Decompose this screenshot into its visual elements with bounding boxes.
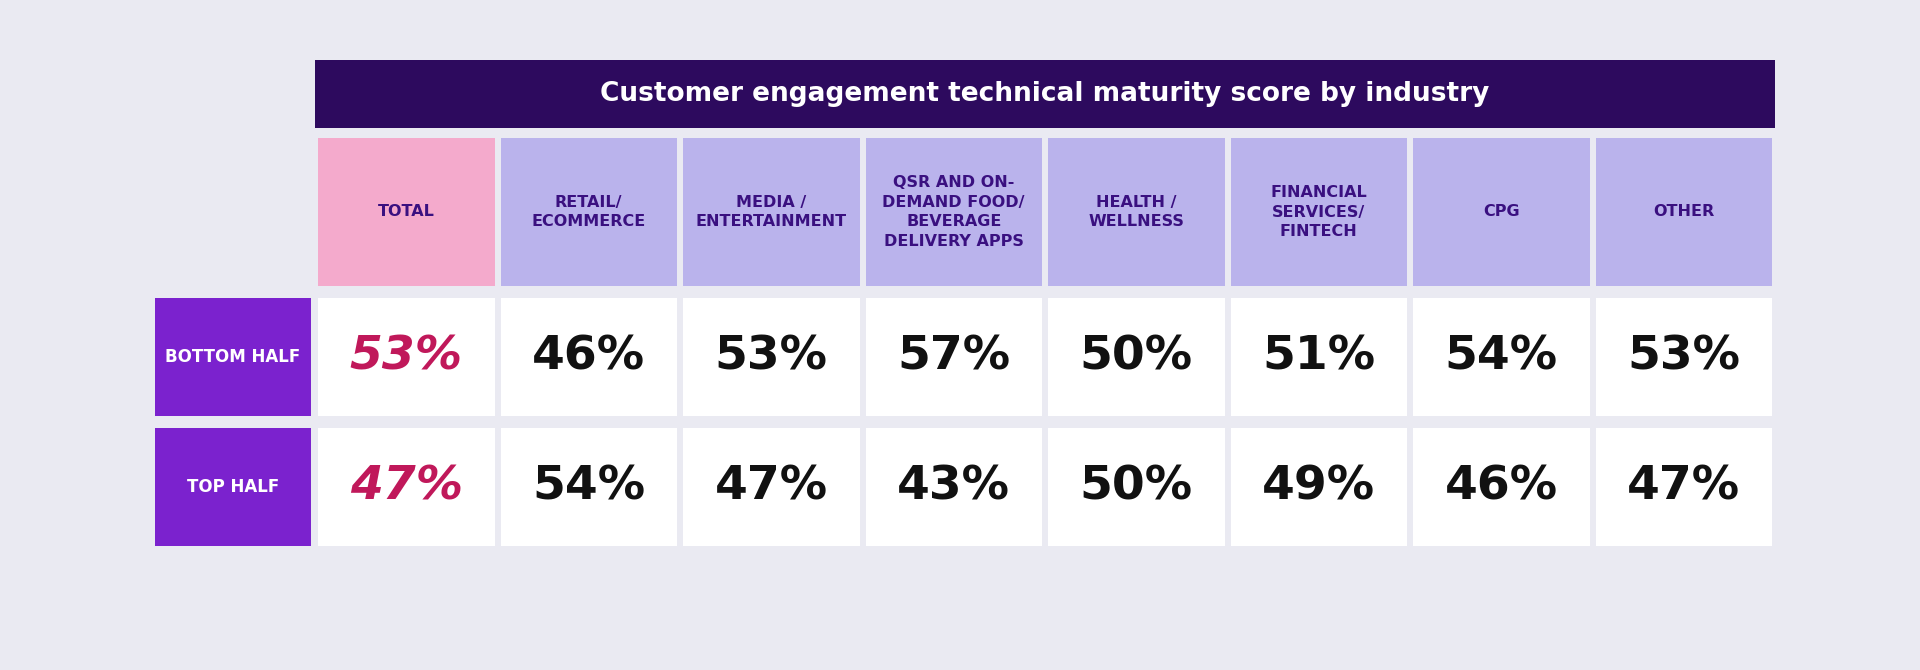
Text: RETAIL/
ECOMMERCE: RETAIL/ ECOMMERCE bbox=[532, 194, 645, 229]
Text: 53%: 53% bbox=[714, 334, 828, 379]
Text: BOTTOM HALF: BOTTOM HALF bbox=[165, 348, 301, 366]
FancyBboxPatch shape bbox=[1048, 138, 1225, 286]
Text: 49%: 49% bbox=[1261, 464, 1375, 509]
Text: QSR AND ON-
DEMAND FOOD/
BEVERAGE
DELIVERY APPS: QSR AND ON- DEMAND FOOD/ BEVERAGE DELIVE… bbox=[883, 175, 1025, 249]
FancyBboxPatch shape bbox=[684, 428, 860, 546]
FancyBboxPatch shape bbox=[1231, 298, 1407, 416]
Text: 51%: 51% bbox=[1261, 334, 1375, 379]
FancyBboxPatch shape bbox=[1048, 428, 1225, 546]
Text: FINANCIAL
SERVICES/
FINTECH: FINANCIAL SERVICES/ FINTECH bbox=[1271, 185, 1367, 239]
Text: Customer engagement technical maturity score by industry: Customer engagement technical maturity s… bbox=[601, 81, 1490, 107]
FancyBboxPatch shape bbox=[1231, 428, 1407, 546]
Text: TOTAL: TOTAL bbox=[378, 204, 434, 220]
Text: 54%: 54% bbox=[1444, 334, 1557, 379]
Text: TOP HALF: TOP HALF bbox=[186, 478, 278, 496]
FancyBboxPatch shape bbox=[1413, 138, 1590, 286]
Text: 53%: 53% bbox=[1628, 334, 1740, 379]
FancyBboxPatch shape bbox=[501, 428, 678, 546]
FancyBboxPatch shape bbox=[319, 298, 495, 416]
FancyBboxPatch shape bbox=[866, 138, 1043, 286]
Text: 47%: 47% bbox=[714, 464, 828, 509]
FancyBboxPatch shape bbox=[315, 60, 1774, 128]
FancyBboxPatch shape bbox=[1596, 428, 1772, 546]
Text: 53%: 53% bbox=[349, 334, 463, 379]
FancyBboxPatch shape bbox=[319, 428, 495, 546]
FancyBboxPatch shape bbox=[319, 138, 495, 286]
FancyBboxPatch shape bbox=[866, 428, 1043, 546]
FancyBboxPatch shape bbox=[684, 138, 860, 286]
FancyBboxPatch shape bbox=[1413, 428, 1590, 546]
FancyBboxPatch shape bbox=[1596, 298, 1772, 416]
Text: CPG: CPG bbox=[1482, 204, 1519, 220]
Text: 46%: 46% bbox=[1444, 464, 1557, 509]
Text: 47%: 47% bbox=[349, 464, 463, 509]
Text: 57%: 57% bbox=[897, 334, 1010, 379]
FancyBboxPatch shape bbox=[866, 298, 1043, 416]
FancyBboxPatch shape bbox=[156, 428, 311, 546]
FancyBboxPatch shape bbox=[1231, 138, 1407, 286]
Text: 50%: 50% bbox=[1079, 334, 1192, 379]
Text: OTHER: OTHER bbox=[1653, 204, 1715, 220]
Text: 43%: 43% bbox=[897, 464, 1010, 509]
FancyBboxPatch shape bbox=[684, 298, 860, 416]
Text: 46%: 46% bbox=[532, 334, 645, 379]
FancyBboxPatch shape bbox=[1596, 138, 1772, 286]
Text: 50%: 50% bbox=[1079, 464, 1192, 509]
FancyBboxPatch shape bbox=[1413, 298, 1590, 416]
FancyBboxPatch shape bbox=[501, 298, 678, 416]
FancyBboxPatch shape bbox=[1048, 298, 1225, 416]
Text: MEDIA /
ENTERTAINMENT: MEDIA / ENTERTAINMENT bbox=[695, 194, 847, 229]
FancyBboxPatch shape bbox=[156, 298, 311, 416]
Text: 47%: 47% bbox=[1626, 464, 1740, 509]
Text: 54%: 54% bbox=[532, 464, 645, 509]
Text: HEALTH /
WELLNESS: HEALTH / WELLNESS bbox=[1089, 194, 1185, 229]
FancyBboxPatch shape bbox=[501, 138, 678, 286]
